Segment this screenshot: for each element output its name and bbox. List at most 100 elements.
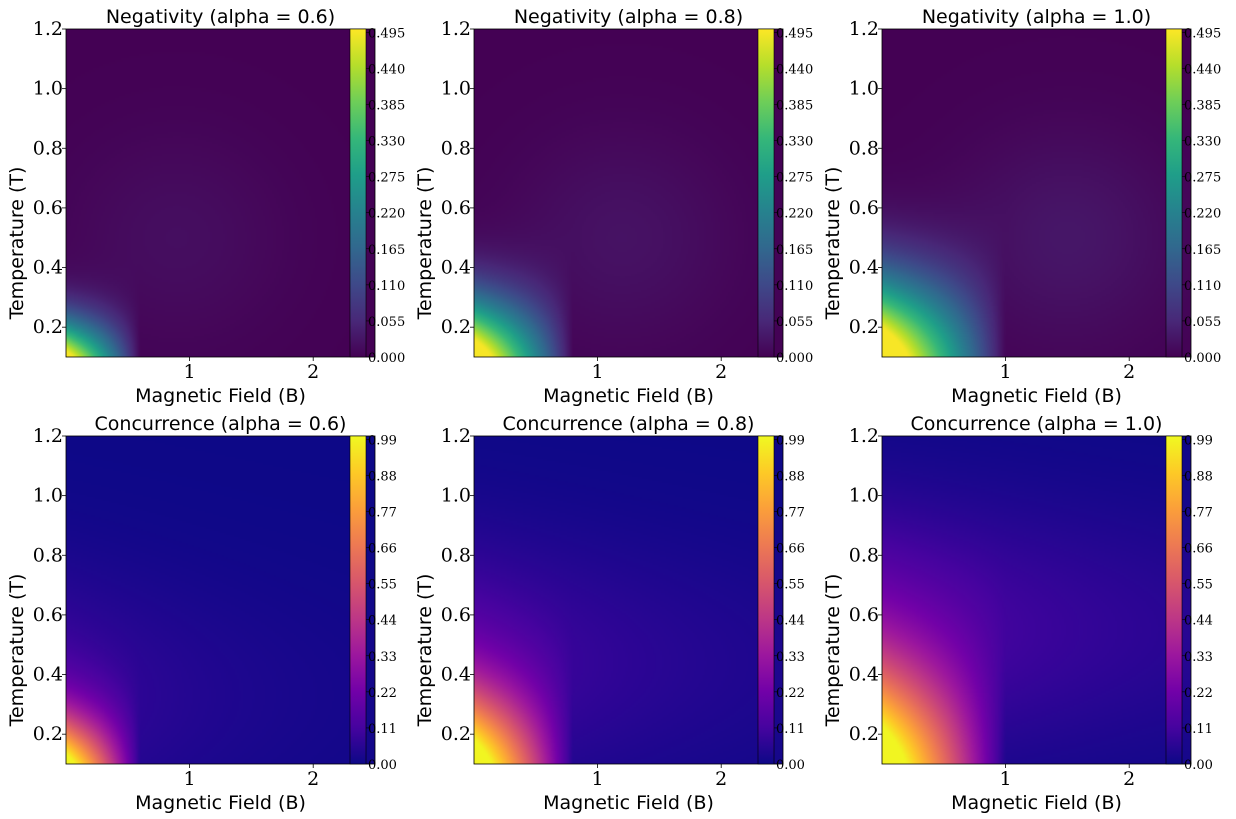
y-axis-label: Temperature (T) <box>822 574 844 728</box>
y-tick-label: 0.6 <box>441 604 471 626</box>
heatmap-image <box>66 436 375 764</box>
colorbar-tick-label: 0.99 <box>776 433 805 448</box>
subplot-negativity-alpha-0.6: Negativity (alpha = 0.6) 1 2 0.2 0.4 0.6 0.8 1.… <box>6 6 405 407</box>
y-tick-label: 0.2 <box>33 723 63 745</box>
colorbar-tick-label: 0.55 <box>1184 578 1213 593</box>
chart-title: Negativity (alpha = 0.8) <box>514 6 743 28</box>
x-tick-label: 2 <box>307 361 319 383</box>
x-axis-label: Magnetic Field (B) <box>135 385 306 407</box>
colorbar-tick-label: 0.385 <box>368 98 405 113</box>
colorbar-tick-label: 0.110 <box>368 279 405 294</box>
heatmap-image <box>474 436 783 764</box>
colorbar-tick-label: 0.00 <box>368 758 397 773</box>
colorbar-tick-label: 0.055 <box>776 315 813 330</box>
colorbar-tick-label: 0.165 <box>1184 243 1221 258</box>
y-tick-label: 0.2 <box>33 316 63 338</box>
y-tick-label: 0.4 <box>441 257 471 279</box>
y-axis-label: Temperature (T) <box>6 167 28 321</box>
colorbar-tick-label: 0.275 <box>1184 171 1221 186</box>
colorbar <box>349 28 367 358</box>
y-axis-label: Temperature (T) <box>6 574 28 728</box>
y-tick-label: 0.4 <box>33 664 63 686</box>
colorbar-tick-label: 0.11 <box>368 722 397 737</box>
y-tick-label: 1.2 <box>849 18 879 40</box>
y-tick-label: 0.2 <box>441 723 471 745</box>
y-tick-label: 0.6 <box>33 197 63 219</box>
x-tick-label: 2 <box>1123 361 1135 383</box>
heatmap-image <box>882 436 1191 764</box>
y-tick-label: 0.4 <box>33 257 63 279</box>
y-tick-label: 0.8 <box>441 137 471 159</box>
colorbar-tick-label: 0.88 <box>1184 469 1213 484</box>
subplot-concurrence-alpha-0.6: Concurrence (alpha = 0.6) 1 2 0.2 0.4 0.6 0.8 1… <box>6 413 397 814</box>
colorbar-tick-label: 0.66 <box>1184 542 1213 557</box>
subplot-negativity-alpha-0.8: Negativity (alpha = 0.8) 1 2 0.2 0.4 0.6 0.8 1.… <box>414 6 813 407</box>
colorbar-tick-label: 0.440 <box>1184 62 1221 77</box>
colorbar-tick-label: 0.110 <box>1184 279 1221 294</box>
y-tick-label: 1.2 <box>33 18 63 40</box>
y-tick-label: 0.4 <box>849 664 879 686</box>
colorbar <box>349 435 367 765</box>
y-axis-label: Temperature (T) <box>414 574 436 728</box>
plot-frame <box>473 28 784 358</box>
colorbar-tick-label: 0.220 <box>368 207 405 222</box>
colorbar-tick-label: 0.88 <box>368 469 397 484</box>
colorbar-tick-label: 0.495 <box>368 26 405 41</box>
x-axis-label: Magnetic Field (B) <box>951 385 1122 407</box>
subplot-concurrence-alpha-1: Concurrence (alpha = 1.0) 1 2 0.2 0.4 0.6 0.8 1… <box>822 413 1213 814</box>
y-tick-label: 0.8 <box>849 137 879 159</box>
colorbar-tick-label: 0.055 <box>368 315 405 330</box>
y-tick-label: 1.0 <box>441 485 471 507</box>
colorbar-tick-label: 0.11 <box>776 722 805 737</box>
x-tick-label: 1 <box>1000 361 1012 383</box>
colorbar <box>1165 28 1183 358</box>
colorbar-tick-label: 0.275 <box>776 171 813 186</box>
x-axis-label: Magnetic Field (B) <box>135 792 306 814</box>
colorbar-tick-label: 0.77 <box>1184 505 1213 520</box>
subplot-negativity-alpha-1: Negativity (alpha = 1.0) 1 2 0.2 0.4 0.6 0.8 1.… <box>822 6 1221 407</box>
y-tick-label: 1.0 <box>33 78 63 100</box>
y-tick-label: 1.2 <box>441 425 471 447</box>
y-tick-label: 0.8 <box>33 137 63 159</box>
colorbar-tick-label: 0.33 <box>1184 650 1213 665</box>
colorbar-tick-label: 0.44 <box>368 614 397 629</box>
colorbar-tick-label: 0.66 <box>368 542 397 557</box>
colorbar-tick-label: 0.22 <box>1184 686 1213 701</box>
colorbar <box>1165 435 1183 765</box>
colorbar <box>757 435 775 765</box>
colorbar-tick-label: 0.000 <box>368 351 405 366</box>
chart-title: Negativity (alpha = 1.0) <box>922 6 1151 28</box>
colorbar-tick-label: 0.330 <box>368 135 405 150</box>
heatmap-image <box>882 29 1191 357</box>
colorbar-tick-label: 0.220 <box>1184 207 1221 222</box>
y-tick-label: 1.2 <box>33 425 63 447</box>
heatmap-image <box>474 29 783 357</box>
y-tick-label: 0.2 <box>849 723 879 745</box>
subplot-concurrence-alpha-0.8: Concurrence (alpha = 0.8) 1 2 0.2 0.4 0.6 0.8 1… <box>414 413 805 814</box>
y-tick-label: 0.4 <box>441 664 471 686</box>
colorbar-tick-label: 0.220 <box>776 207 813 222</box>
colorbar-tick-label: 0.000 <box>1184 351 1221 366</box>
y-tick-label: 1.2 <box>441 18 471 40</box>
y-tick-label: 0.2 <box>849 316 879 338</box>
colorbar-tick-label: 0.440 <box>776 62 813 77</box>
y-tick-label: 1.0 <box>33 485 63 507</box>
y-tick-label: 0.6 <box>33 604 63 626</box>
colorbar-tick-label: 0.055 <box>1184 315 1221 330</box>
colorbar-tick-label: 0.66 <box>776 542 805 557</box>
y-axis-label: Temperature (T) <box>822 167 844 321</box>
colorbar-tick-label: 0.330 <box>1184 135 1221 150</box>
colorbar-tick-label: 0.99 <box>368 433 397 448</box>
x-axis-label: Magnetic Field (B) <box>951 792 1122 814</box>
chart-title: Concurrence (alpha = 0.6) <box>95 413 347 435</box>
chart-title: Negativity (alpha = 0.6) <box>106 6 335 28</box>
colorbar-tick-label: 0.99 <box>1184 433 1213 448</box>
colorbar-tick-label: 0.000 <box>776 351 813 366</box>
colorbar <box>757 28 775 358</box>
plot-frame <box>881 435 1192 765</box>
colorbar-tick-label: 0.88 <box>776 469 805 484</box>
y-tick-label: 0.2 <box>441 316 471 338</box>
plot-frame <box>65 28 376 358</box>
x-tick-label: 1 <box>592 768 604 790</box>
y-tick-label: 0.6 <box>849 197 879 219</box>
